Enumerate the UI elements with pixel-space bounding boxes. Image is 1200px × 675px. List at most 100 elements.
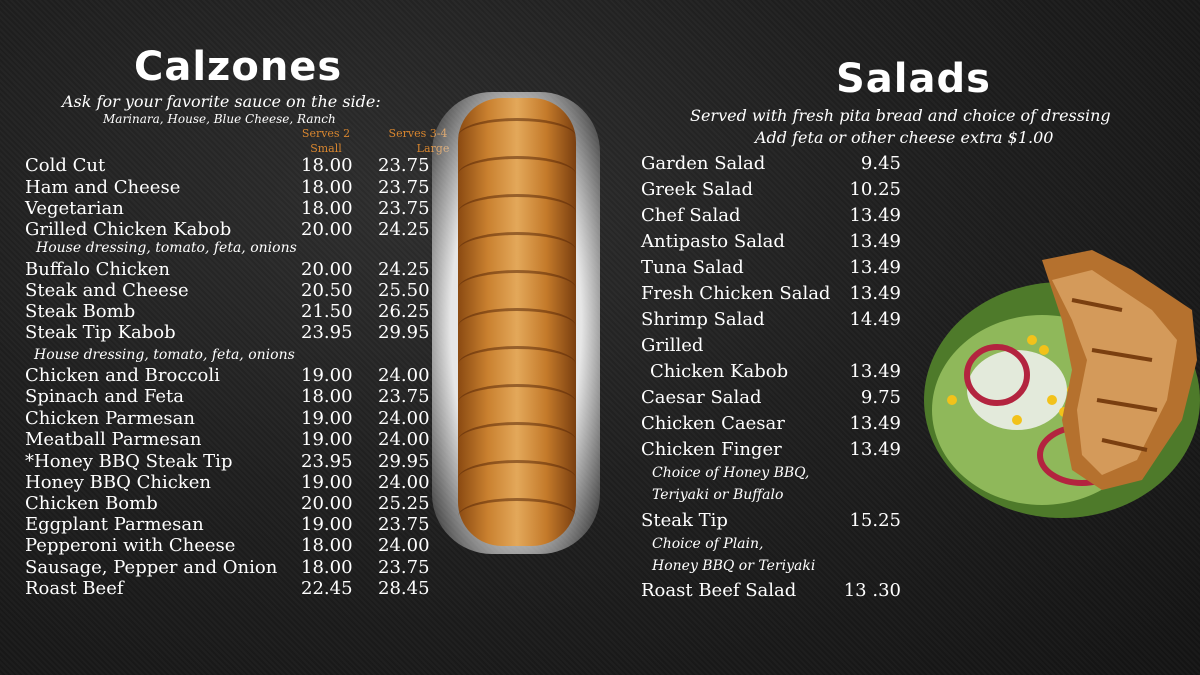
calzone-name: Chicken and Broccoli <box>25 365 220 386</box>
salad-name: Fresh Chicken Salad <box>641 283 831 304</box>
calzone-large-price: 29.95 <box>378 322 430 343</box>
calzone-small-price: 19.00 <box>301 429 353 450</box>
calzones-subtitle: Ask for your favorite sauce on the side: <box>62 92 381 111</box>
calzone-large-price: 24.00 <box>378 535 430 556</box>
salad-item: Tuna Salad 13.49 <box>641 257 901 279</box>
salad-item: Shrimp Salad 14.49 <box>641 309 901 331</box>
calzone-name: Sausage, Pepper and Onion <box>25 557 278 578</box>
salad-price: 9.75 <box>860 387 901 408</box>
calzones-title: Calzones <box>134 44 343 90</box>
calzone-large-price: 23.75 <box>378 386 430 407</box>
calzone-large-price: 23.75 <box>378 177 430 198</box>
salad-name: Chicken Kabob <box>650 361 789 382</box>
salad-price: 9.45 <box>860 153 901 174</box>
calzone-name: Cold Cut <box>25 155 106 176</box>
salad-name: Chicken Finger <box>641 439 782 460</box>
salad-name: Greek Salad <box>641 179 753 200</box>
small-size: Small <box>310 142 342 155</box>
salad-item: Chef Salad 13.49 <box>641 205 901 227</box>
salad-name: Chef Salad <box>641 205 741 226</box>
salad-item: Caesar Salad 9.75 <box>641 387 901 409</box>
salad-price: 13.49 <box>849 413 901 434</box>
salad-item: Antipasto Salad 13.49 <box>641 231 901 253</box>
salad-name: Tuna Salad <box>641 257 744 278</box>
calzone-name: Chicken Parmesan <box>25 408 195 429</box>
salad-item: Steak Tip 15.25 <box>641 510 901 532</box>
calzone-name: Meatball Parmesan <box>25 429 202 450</box>
salad-note: Choice of Honey BBQ, <box>652 465 810 481</box>
calzone-large-price: 23.75 <box>378 155 430 176</box>
small-serves: Serves 2 <box>301 127 351 140</box>
calzone-name: Vegetarian <box>25 198 124 219</box>
calzone-small-price: 19.00 <box>301 365 353 386</box>
salad-item: Grilled <box>641 335 901 357</box>
calzone-small-price: 19.00 <box>301 408 353 429</box>
salad-item: Roast Beef Salad 13 .30 <box>641 580 901 602</box>
salad-item: Chicken Caesar 13.49 <box>641 413 901 435</box>
calzone-name: *Honey BBQ Steak Tip <box>25 451 233 472</box>
salad-price: 13.49 <box>849 205 901 226</box>
calzone-small-price: 19.00 <box>301 472 353 493</box>
salad-item: Chicken Finger 13.49 <box>641 439 901 461</box>
salad-name: Caesar Salad <box>641 387 762 408</box>
salads-title: Salads <box>836 56 991 102</box>
salad-price: 13.49 <box>849 439 901 460</box>
calzone-name: Pepperoni with Cheese <box>25 535 236 556</box>
salad-note: Honey BBQ or Teriyaki <box>652 558 816 574</box>
salad-price: 13.49 <box>849 361 901 382</box>
calzone-name: Honey BBQ Chicken <box>25 472 211 493</box>
calzone-name: Ham and Cheese <box>25 177 181 198</box>
calzone-small-price: 18.00 <box>301 386 353 407</box>
calzone-small-price: 21.50 <box>301 301 353 322</box>
calzone-name: Spinach and Feta <box>25 386 185 407</box>
calzone-small-price: 19.00 <box>301 514 353 535</box>
salad-price: 15.25 <box>849 510 901 531</box>
calzone-small-price: 18.00 <box>301 535 353 556</box>
salad-name: Steak Tip <box>641 510 728 531</box>
calzone-name: Roast Beef <box>25 578 124 599</box>
salad-item: Fresh Chicken Salad 13.49 <box>641 283 901 305</box>
calzone-large-price: 23.75 <box>378 557 430 578</box>
salad-name: Grilled <box>641 335 704 356</box>
calzone-small-price: 18.00 <box>301 557 353 578</box>
salad-photo <box>924 250 1200 518</box>
calzone-large-price: 29.95 <box>378 451 430 472</box>
calzone-image <box>458 98 576 546</box>
salad-name: Antipasto Salad <box>641 231 785 252</box>
salad-name: Garden Salad <box>641 153 766 174</box>
salad-note: Choice of Plain, <box>652 536 764 552</box>
calzone-large-price: 25.25 <box>378 493 430 514</box>
calzone-large-price: 26.25 <box>378 301 430 322</box>
salads-cheese-note: Add feta or other cheese extra $1.00 <box>755 128 1054 147</box>
salad-price: 13 .30 <box>843 580 901 601</box>
small-column-header: Serves 2 Small <box>290 126 362 156</box>
salad-name: Chicken Caesar <box>641 413 785 434</box>
calzones-sauces: Marinara, House, Blue Cheese, Ranch <box>103 112 336 126</box>
calzone-large-price: 24.00 <box>378 408 430 429</box>
calzone-note: House dressing, tomato, feta, onions <box>36 240 297 256</box>
salad-price: 13.49 <box>849 257 901 278</box>
calzone-note: House dressing, tomato, feta, onions <box>34 347 295 363</box>
calzone-large-price: 24.25 <box>378 259 430 280</box>
calzone-small-price: 20.00 <box>301 259 353 280</box>
calzone-large-price: 25.50 <box>378 280 430 301</box>
salad-item: Greek Salad 10.25 <box>641 179 901 201</box>
calzone-large-price: 24.25 <box>378 219 430 240</box>
calzone-large-price: 28.45 <box>378 578 430 599</box>
calzone-name: Eggplant Parmesan <box>25 514 204 535</box>
salads-subtitle: Served with fresh pita bread and choice … <box>690 106 1111 125</box>
salad-item: Garden Salad 9.45 <box>641 153 901 175</box>
calzone-name: Buffalo Chicken <box>25 259 171 280</box>
calzone-small-price: 22.45 <box>301 578 353 599</box>
calzone-name: Steak and Cheese <box>25 280 189 301</box>
salad-name: Roast Beef Salad <box>641 580 797 601</box>
calzone-large-price: 24.00 <box>378 472 430 493</box>
calzone-small-price: 23.95 <box>301 451 353 472</box>
salad-name: Shrimp Salad <box>641 309 765 330</box>
calzone-small-price: 18.00 <box>301 198 353 219</box>
calzone-small-price: 20.00 <box>301 493 353 514</box>
salad-price: 13.49 <box>849 283 901 304</box>
large-serves: Serves 3-4 <box>388 127 448 140</box>
calzone-large-price: 24.00 <box>378 365 430 386</box>
salad-price: 13.49 <box>849 231 901 252</box>
